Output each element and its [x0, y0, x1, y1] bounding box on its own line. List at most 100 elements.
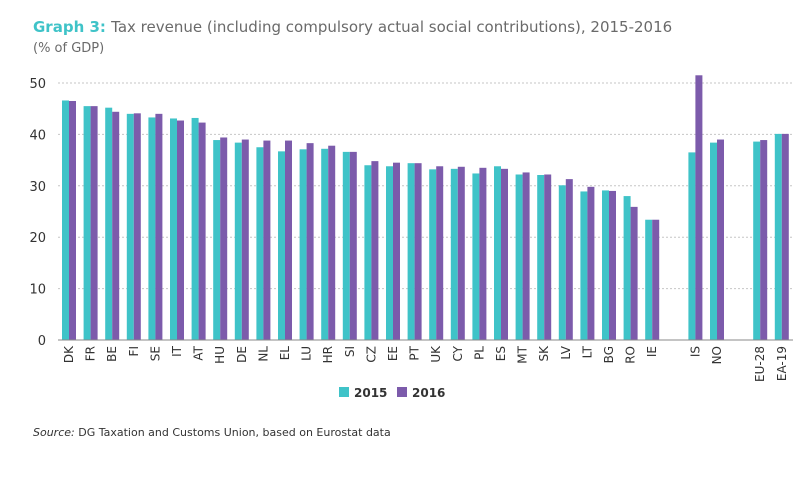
title-prefix: Graph 3 — [33, 18, 100, 36]
bar-2016-PT — [414, 163, 422, 340]
bar-2015-IE — [645, 219, 653, 340]
source-text: DG Taxation and Customs Union, based on … — [74, 426, 391, 439]
x-tick-label: CY — [451, 345, 465, 361]
bar-2016-IE — [652, 219, 660, 340]
bar-2016-SI — [349, 151, 357, 340]
x-tick-label: LT — [580, 345, 594, 358]
bar-2016-LT — [587, 186, 595, 340]
bar-2015-LU — [299, 149, 307, 340]
bar-2016-SK — [544, 174, 552, 340]
source-label: Source: — [33, 426, 75, 439]
bar-2016-DK — [69, 100, 76, 341]
x-tick-label: IS — [688, 346, 702, 357]
x-tick-label: PT — [408, 345, 422, 360]
bar-2015-LT — [580, 191, 588, 340]
bar-2015-SE — [148, 117, 156, 340]
x-tick-label: EA-19 — [775, 346, 789, 381]
chart-subtitle: (% of GDP) — [33, 41, 105, 56]
x-tick-label: LU — [300, 346, 314, 361]
x-tick-label: MT — [516, 345, 530, 363]
bar-2016-RO — [630, 206, 638, 340]
y-tick-label: 50 — [29, 77, 46, 92]
bar-2016-MT — [522, 172, 530, 340]
x-tick-label: SI — [343, 346, 357, 357]
legend-label-2016: 2016 — [412, 386, 445, 400]
bar-2016-EA-19 — [781, 133, 789, 340]
bar-2016-LV — [565, 179, 573, 340]
bar-2015-DE — [234, 142, 242, 340]
x-tick-label: NO — [710, 346, 724, 364]
x-tick-label: IE — [645, 346, 659, 357]
bar-2016-EU-28 — [760, 140, 768, 340]
bar-2016-DE — [241, 139, 249, 340]
bar-2015-HR — [321, 148, 329, 340]
bar-2015-LV — [558, 185, 566, 340]
legend-label-2015: 2015 — [354, 386, 387, 400]
bar-2015-AT — [191, 117, 199, 341]
chart-title: Graph 3: Tax revenue (including compulso… — [33, 18, 672, 36]
bar-2015-CY — [450, 168, 458, 340]
bar-2016-BG — [609, 190, 616, 340]
x-tick-label: UK — [429, 345, 443, 363]
bar-2016-LU — [306, 143, 314, 340]
x-tick-label: SK — [537, 345, 551, 362]
bar-2016-FR — [90, 106, 98, 340]
x-tick-label: SE — [148, 346, 162, 361]
x-tick-label: EE — [386, 346, 400, 361]
x-tick-label: BG — [602, 346, 616, 363]
bar-2015-HU — [213, 140, 221, 340]
bar-2016-HR — [328, 145, 336, 340]
bar-2015-PL — [472, 173, 480, 340]
bar-2015-EA-19 — [774, 133, 782, 340]
x-tick-label: NL — [256, 346, 270, 362]
bar-2016-EE — [393, 162, 400, 340]
bar-2015-ES — [494, 166, 501, 340]
bar-2015-MT — [515, 174, 523, 340]
source-note: Source: DG Taxation and Customs Union, b… — [33, 426, 391, 439]
bar-2016-CZ — [371, 161, 379, 340]
bar-2015-EU-28 — [753, 141, 761, 340]
legend-swatch-2015 — [339, 387, 349, 397]
x-tick-label: EU-28 — [753, 346, 767, 382]
x-tick-label: LV — [559, 345, 573, 359]
bar-2016-SE — [155, 113, 163, 340]
bar-2016-NO — [717, 139, 724, 340]
bar-2015-SK — [537, 175, 545, 340]
title-colon: : — [99, 18, 112, 36]
y-tick-label: 30 — [29, 180, 46, 195]
x-tick-label: FI — [127, 346, 141, 356]
bar-2015-FI — [126, 113, 134, 340]
y-tick-label: 20 — [29, 231, 46, 246]
x-tick-label: AT — [192, 345, 206, 360]
bar-2016-ES — [501, 168, 508, 340]
bar-2016-IS — [695, 75, 703, 340]
bar-2015-SI — [342, 151, 350, 340]
title-text: Tax revenue (including compulsory actual… — [111, 18, 673, 36]
bar-2016-NL — [263, 140, 271, 340]
x-tick-label: PL — [472, 346, 486, 360]
legend-swatch-2016 — [397, 387, 407, 397]
bar-2015-FR — [83, 106, 91, 340]
bar-2016-FI — [133, 113, 141, 341]
bar-2015-EE — [386, 166, 393, 340]
y-tick-label: 0 — [38, 334, 46, 349]
bar-2015-BE — [105, 107, 113, 340]
bar-2015-PT — [407, 163, 415, 340]
x-tick-label: ES — [494, 346, 508, 361]
bar-2016-PL — [479, 167, 487, 340]
bar-2016-AT — [198, 122, 206, 340]
bar-2016-EL — [285, 140, 292, 340]
bar-2015-CZ — [364, 165, 372, 340]
x-tick-label: EL — [278, 346, 292, 361]
x-tick-label: BE — [105, 346, 119, 362]
bar-2015-EL — [278, 151, 285, 340]
x-tick-label: DK — [62, 345, 76, 363]
x-tick-label: HR — [321, 346, 335, 363]
bar-2016-CY — [457, 166, 465, 340]
bar-2015-BG — [602, 190, 609, 340]
bar-2015-DK — [62, 100, 69, 340]
x-tick-label: DE — [235, 346, 249, 363]
x-tick-label: FR — [84, 346, 98, 361]
bar-2015-UK — [429, 169, 437, 340]
